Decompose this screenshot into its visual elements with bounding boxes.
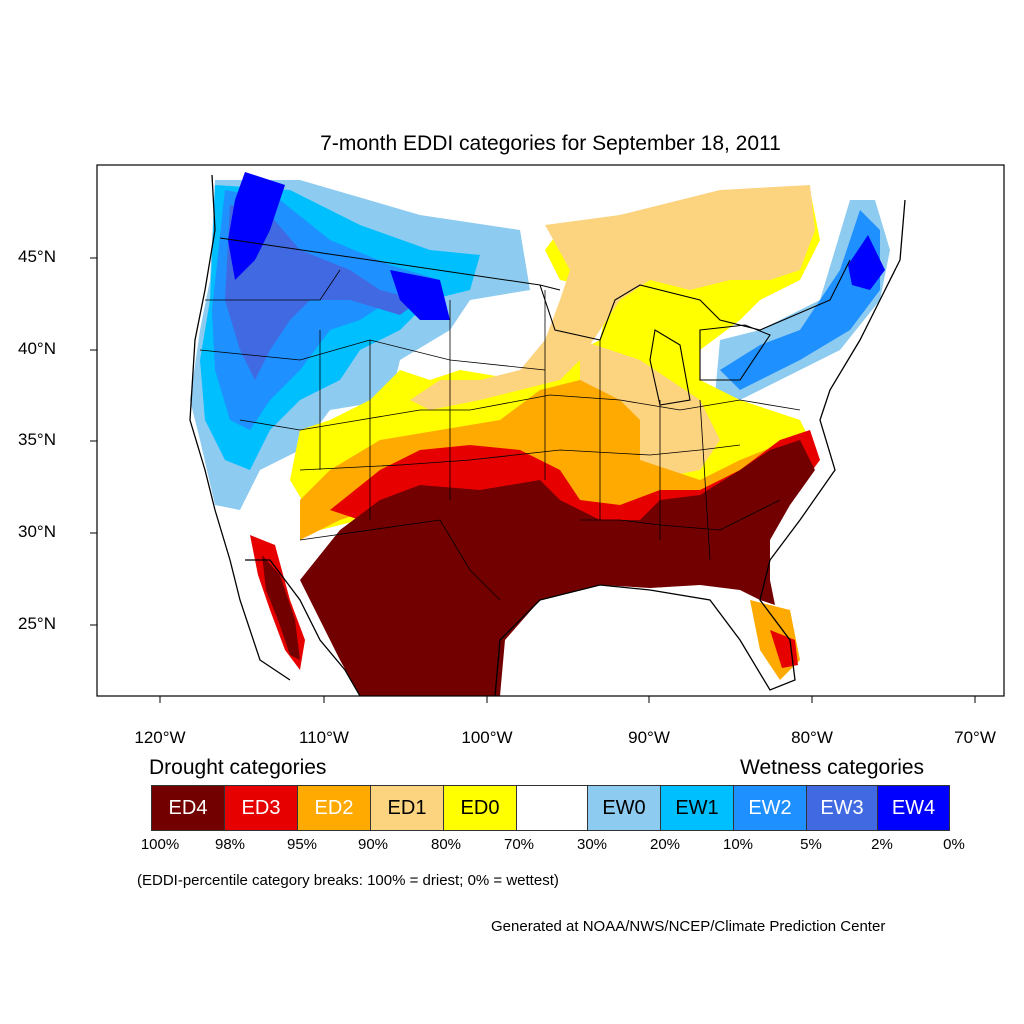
legend-ew4: EW4 [877,785,950,831]
boundaries [189,174,906,696]
ew3-region-nw [225,205,420,380]
legend-break-80: 80% [430,836,462,853]
legend-break-90: 90% [357,836,389,853]
lon-label-110: 110°W [299,728,349,747]
lon-label-90: 90°W [628,728,670,747]
lon-label-100: 100°W [461,728,513,747]
legend-ed1: ED1 [370,785,444,831]
lat-label-35: 35°N [18,430,56,449]
legend-ew0: EW0 [587,785,661,831]
lat-label-30: 30°N [18,522,56,541]
lon-ticks [159,696,976,703]
legend-break-5: 5% [800,836,822,853]
state-lines [199,269,801,601]
ew4-region-nw2 [390,270,450,320]
plot-frame [96,164,1005,697]
credit-line: Generated at NOAA/NWS/NCEP/Climate Predi… [491,918,886,935]
legend-break-20: 20% [649,836,681,853]
ed4-region [300,440,815,696]
ew4-region-ne [848,235,885,290]
legend-break-98: 98% [214,836,246,853]
legend-ed3: ED3 [224,785,298,831]
ew4-region-nw [228,172,285,280]
legend-break-95: 95% [286,836,318,853]
legend-ew2: EW2 [733,785,807,831]
lon-label-80: 80°W [791,728,833,747]
legend-ed4: ED4 [151,785,225,831]
lat-label-45: 45°N [18,247,56,266]
ed4-region-baja [262,555,300,660]
lat-label-40: 40°N [18,339,56,358]
legend-break-2: 2% [871,836,893,853]
legend-break-70: 70% [503,836,535,853]
lon-label-70: 70°W [954,728,996,747]
category-note: (EDDI-percentile category breaks: 100% =… [137,872,559,889]
lat-ticks [90,257,97,626]
drought-heading: Drought categories [149,756,327,779]
legend-ew3: EW3 [806,785,878,831]
map-title: 7-month EDDI categories for September 18… [320,132,781,155]
legend-ew1: EW1 [660,785,734,831]
ed3-region-fl [770,630,798,668]
legend-break-30: 30% [576,836,608,853]
lat-label-25: 25°N [18,614,56,633]
wetness-heading: Wetness categories [740,756,925,779]
ew2-region-ne [720,210,880,390]
legend-ed2: ED2 [297,785,371,831]
legend-break-0: 0% [943,836,965,853]
legend-break-10: 10% [722,836,754,853]
legend-normal [516,785,588,831]
legend-ed0: ED0 [443,785,517,831]
ed1-region [410,185,815,410]
lon-label-120: 120°W [134,728,186,747]
legend-break-100: 100% [140,836,180,853]
